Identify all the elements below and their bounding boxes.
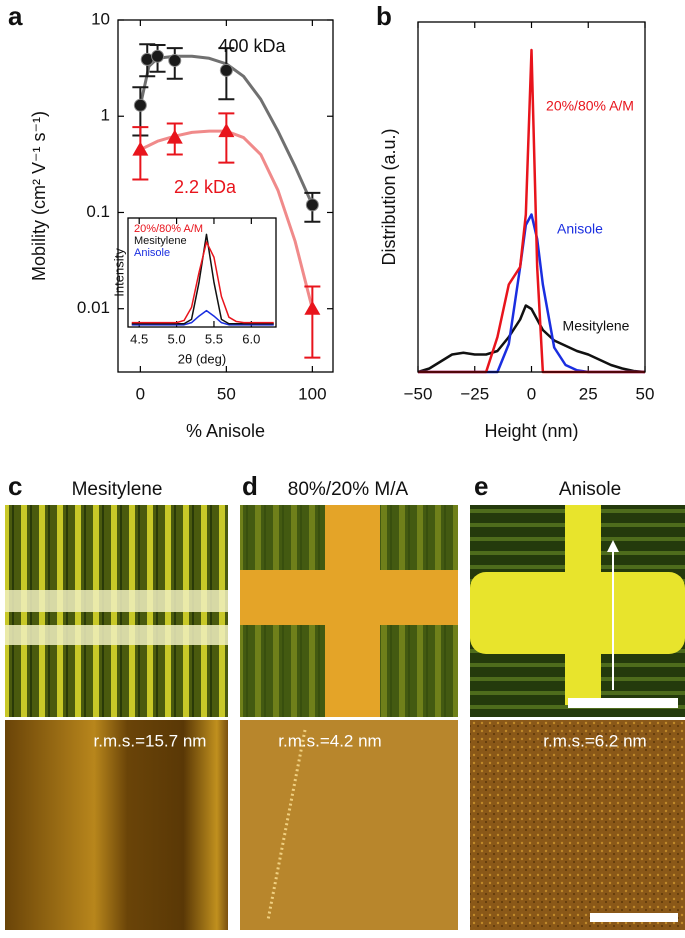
x-tick-label: 4.5 bbox=[130, 331, 148, 346]
series-label: 2.2 kDa bbox=[174, 177, 237, 197]
afm-image bbox=[470, 720, 685, 930]
data-line bbox=[418, 213, 645, 374]
afm-image bbox=[5, 720, 228, 930]
x-tick-label: 25 bbox=[579, 384, 598, 403]
x-tick-label: 5.0 bbox=[168, 331, 186, 346]
series-label: 20%/80% A/M bbox=[546, 98, 634, 114]
axis-frame bbox=[117, 19, 334, 373]
marker bbox=[151, 49, 165, 63]
series-label: Mesitylene bbox=[563, 318, 630, 334]
marker bbox=[168, 53, 182, 67]
x-axis-label: 2θ (deg) bbox=[178, 351, 226, 366]
y-tick-label: 10 bbox=[91, 9, 110, 28]
panel-letter: e bbox=[474, 471, 488, 501]
electrode bbox=[470, 572, 685, 654]
x-tick-label: 100 bbox=[298, 384, 326, 403]
plot: 0 50 100 10 1 0.1 0.01 % Anisole Mobility (cm² V… bbox=[8, 1, 334, 441]
marker bbox=[133, 98, 147, 112]
rms-label: r.m.s.=4.2 nm bbox=[278, 731, 381, 750]
plot: 4.5 5.0 5.5 6.0 2θ (deg) Intensity 20%/80% A/M… bbox=[111, 217, 277, 366]
marker bbox=[304, 300, 321, 315]
marker bbox=[305, 198, 319, 212]
series-label: 400 kDa bbox=[218, 36, 286, 56]
x-tick-label: 50 bbox=[636, 384, 655, 403]
plot: −50 −25 0 25 50 Height (nm) Distribution (a.u.… bbox=[376, 1, 654, 441]
rms-label: r.m.s.=15.7 nm bbox=[94, 731, 207, 750]
x-tick-label: 5.5 bbox=[205, 331, 223, 346]
image-title: Anisole bbox=[559, 479, 621, 500]
panel-letter: a bbox=[8, 1, 23, 31]
y-tick-label: 0.01 bbox=[77, 298, 110, 317]
y-axis-label: Intensity bbox=[111, 248, 126, 297]
series-label: Anisole bbox=[557, 221, 603, 237]
error-bar-lower bbox=[304, 308, 321, 359]
x-tick-label: −50 bbox=[404, 384, 433, 403]
x-tick-label: −25 bbox=[460, 384, 489, 403]
marker bbox=[218, 123, 235, 138]
panel-letter: d bbox=[242, 471, 258, 501]
rms-label: r.m.s.=6.2 nm bbox=[543, 731, 646, 750]
data-line bbox=[131, 309, 274, 326]
y-tick-label: 0.1 bbox=[86, 202, 110, 221]
legend-entry: 20%/80% A/M bbox=[134, 223, 203, 235]
x-tick-label: 0 bbox=[527, 384, 536, 403]
electrode bbox=[5, 625, 228, 645]
marker bbox=[166, 129, 183, 144]
data-line bbox=[417, 304, 646, 374]
arrow-head bbox=[607, 540, 619, 552]
legend-entry: Mesitylene bbox=[134, 235, 187, 247]
image-title: Mesitylene bbox=[72, 479, 163, 500]
y-axis-label: Mobility (cm² V⁻¹ s⁻¹) bbox=[29, 111, 49, 281]
legend-entry: Anisole bbox=[134, 247, 170, 259]
marker bbox=[219, 63, 233, 77]
x-axis-label: % Anisole bbox=[186, 421, 265, 441]
scale-bar bbox=[568, 698, 678, 708]
axis-frame bbox=[127, 217, 277, 328]
afm-image bbox=[240, 720, 458, 930]
axis-frame bbox=[417, 21, 646, 373]
x-tick-label: 50 bbox=[217, 384, 236, 403]
x-tick-label: 6.0 bbox=[242, 331, 260, 346]
x-tick-label: 0 bbox=[136, 384, 145, 403]
scale-bar bbox=[590, 913, 678, 922]
x-axis-label: Height (nm) bbox=[484, 421, 578, 441]
y-axis-label: Distribution (a.u.) bbox=[379, 128, 399, 265]
inset-background bbox=[128, 218, 276, 327]
electrode bbox=[240, 570, 458, 625]
y-tick-label: 1 bbox=[101, 106, 110, 125]
defect-line bbox=[266, 729, 307, 921]
data-line bbox=[131, 241, 274, 324]
panel-letter: b bbox=[376, 1, 392, 31]
electrode bbox=[5, 590, 228, 612]
marker bbox=[132, 141, 149, 156]
panel-letter: c bbox=[8, 471, 22, 501]
image-title: 80%/20% M/A bbox=[288, 479, 409, 500]
